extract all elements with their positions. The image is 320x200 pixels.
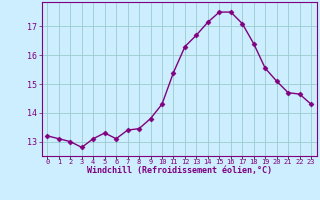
X-axis label: Windchill (Refroidissement éolien,°C): Windchill (Refroidissement éolien,°C) — [87, 166, 272, 175]
